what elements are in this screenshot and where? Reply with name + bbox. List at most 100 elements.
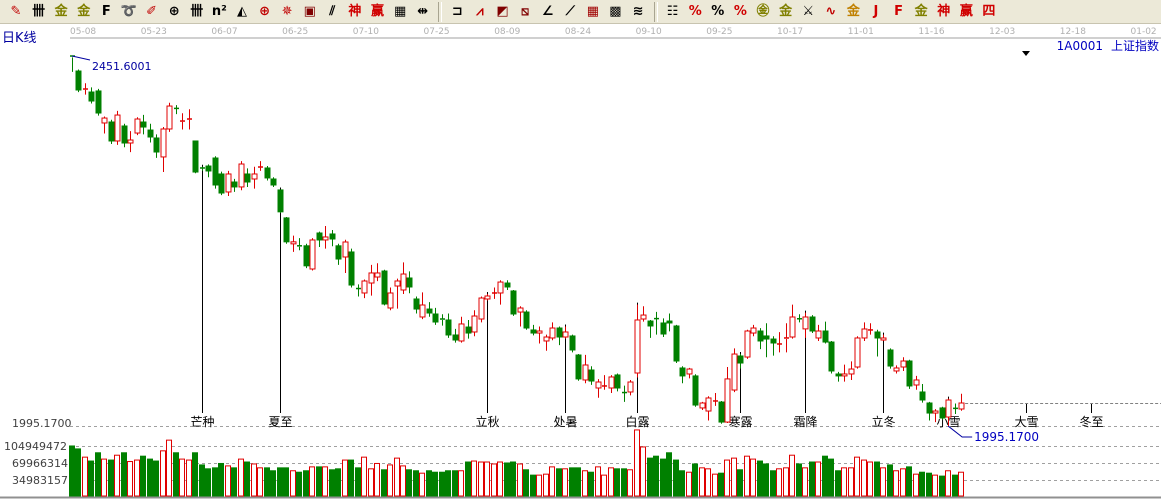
percent-red-button[interactable]: % xyxy=(685,2,705,22)
square-frame-icon: ⊐ xyxy=(451,4,463,19)
gold-red-button[interactable]: 金 xyxy=(843,2,863,22)
candle-body xyxy=(556,327,563,338)
pen-button[interactable]: ✎ xyxy=(6,2,26,22)
candle-body xyxy=(815,330,822,339)
volume-bar xyxy=(640,446,646,497)
angle-lines-button[interactable]: ⫽ xyxy=(322,2,342,22)
candle-body xyxy=(166,105,173,130)
percent-lines-button[interactable]: % xyxy=(730,2,750,22)
j-angle-button[interactable]: J xyxy=(866,2,886,22)
grid-button[interactable]: ▦ xyxy=(583,2,603,22)
gold-split-button[interactable]: 金 xyxy=(51,2,71,22)
triangle-down-icon[interactable] xyxy=(1022,51,1030,56)
solar-term-label: 白露 xyxy=(625,414,649,429)
period-lines-icon: 卌 xyxy=(190,4,204,19)
candle xyxy=(614,373,621,392)
box-grid-fan-button[interactable]: ⧅ xyxy=(515,2,535,22)
candle xyxy=(744,329,751,359)
candle-body xyxy=(575,354,582,380)
spiral-button[interactable]: ➰ xyxy=(119,2,139,22)
cycle-circle-button[interactable]: ⊕ xyxy=(164,2,184,22)
candle-body xyxy=(303,245,310,267)
candle-body xyxy=(290,241,297,245)
calendar-button[interactable]: ▦ xyxy=(390,2,410,22)
volume-bar xyxy=(595,466,601,497)
volume-bar xyxy=(264,467,270,497)
candle-body xyxy=(381,270,388,305)
percent-lines-icon: % xyxy=(733,4,747,19)
hatch-lines-button[interactable]: ≋ xyxy=(628,2,648,22)
ying-angle-button[interactable]: 赢 xyxy=(956,2,976,22)
si-angle-button[interactable]: 四 xyxy=(979,2,999,22)
volume-bar xyxy=(809,461,815,497)
gann-fan-button[interactable]: ∠ xyxy=(538,2,558,22)
n-squared-button[interactable]: n² xyxy=(209,2,229,22)
candle-body xyxy=(744,330,751,358)
crosshair-circle-button[interactable]: ⊕ xyxy=(255,2,275,22)
candle-body xyxy=(88,91,95,102)
sword-button[interactable]: ⚔ xyxy=(798,2,818,22)
gold-lines-button[interactable]: 金 xyxy=(776,2,796,22)
volume-bar xyxy=(712,473,718,497)
box-fan-button[interactable]: ◩ xyxy=(492,2,512,22)
fibonacci-button[interactable]: F xyxy=(96,2,116,22)
candle-body xyxy=(926,402,933,414)
shen-button[interactable]: 神 xyxy=(345,2,365,22)
candle xyxy=(945,398,952,427)
candle-body xyxy=(510,290,517,315)
candle xyxy=(465,319,472,339)
volume-bar xyxy=(277,467,283,497)
speed-fan-button[interactable]: ⩘ xyxy=(470,2,490,22)
gold-angle-button[interactable]: 金 xyxy=(911,2,931,22)
candle xyxy=(205,164,212,178)
candle xyxy=(789,304,796,339)
width-arrows-button[interactable]: ⇹ xyxy=(413,2,433,22)
square-frame-button[interactable]: ⊐ xyxy=(447,2,467,22)
gold-split-2-button[interactable]: 金 xyxy=(74,2,94,22)
vertical-lines-button[interactable]: 卌 xyxy=(29,2,49,22)
volume-bar xyxy=(270,470,276,497)
volume-bar xyxy=(153,460,159,497)
candle xyxy=(258,161,263,171)
period-lines-button[interactable]: 卌 xyxy=(187,2,207,22)
high-leader-line xyxy=(71,55,91,61)
candle xyxy=(83,83,88,95)
candle-body xyxy=(160,128,167,158)
red-pen-button[interactable]: ✐ xyxy=(142,2,162,22)
square-target-button[interactable]: ▣ xyxy=(300,2,320,22)
candle-body xyxy=(789,316,796,338)
candle-body xyxy=(465,326,472,334)
angle-button[interactable]: ⟋ xyxy=(560,2,580,22)
f-angle-button[interactable]: F xyxy=(889,2,909,22)
volume-bar xyxy=(699,467,705,497)
triangle-button[interactable]: ◭ xyxy=(232,2,252,22)
ying-button[interactable]: 赢 xyxy=(368,2,388,22)
candle-body xyxy=(640,314,647,320)
candle xyxy=(114,110,121,145)
grid-box-button[interactable]: ▩ xyxy=(605,2,625,22)
volume-bar xyxy=(692,463,698,497)
volume-bar xyxy=(686,471,692,497)
square-target-icon: ▣ xyxy=(303,4,316,19)
shen-angle-button[interactable]: 神 xyxy=(934,2,954,22)
candle xyxy=(180,113,185,130)
volume-bar xyxy=(848,467,854,497)
candle xyxy=(919,384,926,403)
candle-body xyxy=(562,331,569,338)
candle xyxy=(147,123,154,143)
volume-bar xyxy=(309,466,315,497)
volume-bar xyxy=(497,461,503,497)
wave-button[interactable]: ∿ xyxy=(821,2,841,22)
list-button[interactable]: ☷ xyxy=(663,2,683,22)
period-label[interactable]: 日K线 xyxy=(2,31,37,46)
volume-bar xyxy=(737,469,743,497)
volume-bar xyxy=(757,460,763,497)
candle xyxy=(854,336,861,369)
gann-star-button[interactable]: ✵ xyxy=(277,2,297,22)
percent-button[interactable]: % xyxy=(708,2,728,22)
volume-bar xyxy=(724,459,730,497)
candle-body xyxy=(660,322,667,335)
candle-body xyxy=(212,157,219,186)
candle-body xyxy=(932,410,939,414)
gold-circle-button[interactable]: ㊎ xyxy=(753,2,773,22)
